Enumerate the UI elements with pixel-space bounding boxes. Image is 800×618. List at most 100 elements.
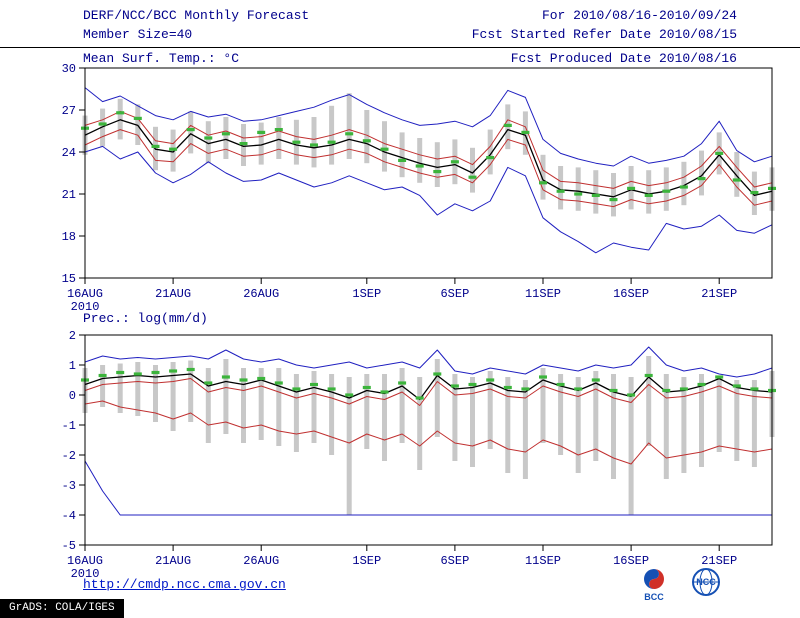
spread-bar: [188, 111, 194, 154]
x-tick-label: 26AUG: [243, 554, 279, 568]
x-tick-label: 11SEP: [525, 554, 561, 568]
y-tick-label: -3: [62, 479, 76, 493]
x-tick-label: 16SEP: [613, 554, 649, 568]
spread-bar: [522, 380, 528, 479]
spread-bar: [505, 377, 511, 473]
spread-bar: [699, 374, 704, 467]
spread-bar: [364, 110, 370, 164]
produced-date-label: Fcst Produced Date 2010/08/16: [510, 51, 737, 66]
y-tick-label: 27: [62, 104, 76, 118]
x-tick-label: 26AUG: [243, 287, 279, 301]
spread-bar: [170, 362, 176, 431]
spread-bar: [734, 380, 740, 461]
spread-bar: [311, 371, 317, 443]
spread-bar: [611, 374, 616, 479]
ensemble-mean-line: [84, 373, 773, 401]
spread-bar: [135, 104, 141, 145]
header-row-1: DERF/NCC/BCC Monthly Forecast For 2010/0…: [83, 8, 737, 23]
spread-bar: [575, 167, 581, 211]
y-tick-label: 30: [62, 62, 76, 76]
source-url-link[interactable]: http://cmdp.ncc.cma.gov.cn: [83, 577, 286, 592]
y-tick-label: -2: [62, 449, 76, 463]
spread-bar: [205, 368, 211, 443]
x-tick-label: 16AUG: [67, 554, 103, 568]
member-max-line: [84, 87, 773, 167]
spread-bar: [100, 365, 106, 407]
spread-bar: [399, 368, 405, 443]
member-min-line: [84, 460, 772, 516]
spread-bar: [117, 363, 123, 413]
spread-bar: [663, 167, 669, 211]
plot-frame: [84, 334, 773, 546]
y-tick-label: -1: [62, 419, 76, 433]
spread-bar: [470, 147, 475, 193]
ensemble-mean-line: [84, 119, 773, 198]
spread-bar: [716, 377, 722, 452]
y-tick-label: 24: [62, 146, 76, 160]
x-tick-label: 1SEP: [352, 554, 381, 568]
spread-bar: [382, 374, 387, 461]
y-tick-label: -5: [62, 539, 76, 553]
spread-bar: [135, 362, 141, 416]
member-size-label: Member Size=40: [83, 27, 193, 42]
spread-bar: [628, 377, 634, 515]
spread-bar: [593, 371, 599, 461]
member-min-line: [84, 145, 773, 254]
spread-bar: [276, 117, 282, 159]
spread-bar: [205, 121, 211, 164]
spread-bar: [188, 360, 194, 422]
x-tick-label: 16AUG: [67, 287, 103, 301]
x-tick-label: 21SEP: [701, 554, 737, 568]
spread-bar: [346, 377, 352, 515]
spread-bar: [558, 374, 564, 455]
header-row-3: Mean Surf. Temp.: °C Fcst Produced Date …: [83, 51, 737, 66]
spread-bar: [241, 368, 246, 443]
bcc-swirl-red: [649, 569, 664, 589]
spread-bar: [346, 93, 352, 159]
spread-bar: [276, 368, 282, 446]
x-tick-label: 21AUG: [155, 287, 191, 301]
bcc-logo-label: BCC: [644, 592, 664, 602]
member-max-line: [84, 346, 773, 378]
bcc-logo: BCC: [644, 569, 664, 602]
spread-bar: [558, 166, 564, 210]
spread-bar: [540, 154, 546, 200]
spread-bar: [593, 170, 599, 214]
x-tick-label: 21AUG: [155, 554, 191, 568]
spread-bar: [417, 377, 423, 470]
x-tick-label: 11SEP: [525, 287, 561, 301]
spread-bar: [382, 121, 387, 172]
header-divider: [0, 47, 800, 48]
spread-bar: [399, 132, 405, 178]
plot-frame: [84, 67, 773, 279]
spread-bar: [258, 122, 264, 165]
spread-bar: [751, 380, 757, 467]
spread-bar: [293, 374, 299, 452]
spread-bar: [434, 142, 440, 187]
plus-spread-line: [84, 378, 773, 406]
spread-bar: [223, 117, 229, 159]
x-tick-label: 16SEP: [613, 287, 649, 301]
spread-bar: [611, 173, 616, 217]
bcc-swirl-blue: [644, 569, 659, 589]
spread-bar: [452, 374, 458, 461]
grads-stamp: GrADS: COLA/IGES: [0, 599, 124, 618]
spread-bar: [311, 117, 317, 168]
forecast-range: For 2010/08/16-2010/09/24: [541, 8, 737, 23]
x-tick-label: 21SEP: [701, 287, 737, 301]
y-tick-label: 18: [62, 230, 76, 244]
refer-date-label: Fcst Started Refer Date 2010/08/15: [471, 27, 737, 42]
y-tick-label: 0: [69, 389, 76, 403]
x-tick-label: 1SEP: [352, 287, 381, 301]
spread-bar: [681, 161, 687, 206]
y-tick-label: 2: [69, 329, 76, 343]
spread-bar: [258, 368, 264, 440]
spread-bar: [487, 129, 493, 175]
spread-bar: [663, 374, 669, 479]
spread-bar: [117, 98, 123, 140]
y-tick-label: 21: [62, 188, 76, 202]
spread-bar: [417, 138, 423, 183]
y-tick-label: 15: [62, 272, 76, 286]
